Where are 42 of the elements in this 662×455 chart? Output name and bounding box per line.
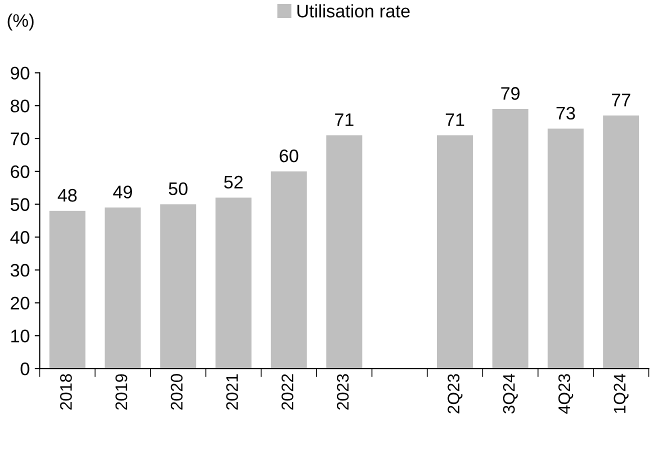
data-label: 79 [501, 87, 520, 100]
bar [548, 128, 584, 369]
bar [492, 108, 528, 369]
y-tick-label: 40 [10, 231, 30, 244]
data-label: 77 [612, 94, 630, 106]
bar [49, 210, 86, 369]
bar [104, 208, 141, 369]
x-tick-label: 2018 [60, 374, 72, 410]
bar [326, 135, 362, 369]
data-label: 52 [224, 176, 243, 189]
x-tick-label: 2022 [282, 374, 294, 410]
y-tick-label: 30 [10, 264, 30, 277]
bar [603, 116, 640, 369]
legend-label: Utilisation rate [297, 4, 410, 18]
data-label: 73 [556, 106, 575, 120]
data-label: 50 [168, 182, 188, 196]
x-tick-label: 2023 [336, 374, 349, 410]
x-tick-label: 2021 [226, 374, 238, 410]
y-tick-label: 0 [20, 362, 30, 376]
data-label: 71 [446, 114, 464, 126]
bar [160, 204, 196, 369]
bar [270, 171, 307, 369]
data-label: 71 [335, 114, 354, 126]
data-label: 60 [280, 149, 298, 162]
x-tick-label: 2Q23 [448, 374, 462, 414]
bar [436, 135, 473, 369]
x-tick-label: 1Q24 [614, 374, 629, 413]
y-tick-label: 70 [10, 132, 30, 146]
x-tick-label: 2019 [115, 374, 128, 410]
data-label: 49 [113, 186, 132, 198]
bar [216, 198, 252, 369]
data-label: 48 [58, 188, 77, 202]
y-tick-label: 90 [10, 66, 30, 80]
x-tick-label: 2020 [170, 374, 183, 410]
y-tick-label: 80 [10, 100, 30, 112]
y-tick-label: 20 [10, 296, 30, 310]
y-axis-title: (%) [8, 14, 34, 30]
y-tick-label: 10 [11, 330, 30, 342]
x-tick-label: 3Q24 [503, 374, 518, 414]
y-tick-label: 60 [10, 165, 30, 178]
y-tick-label: 50 [10, 198, 30, 211]
x-tick-label: 4Q23 [558, 374, 574, 414]
